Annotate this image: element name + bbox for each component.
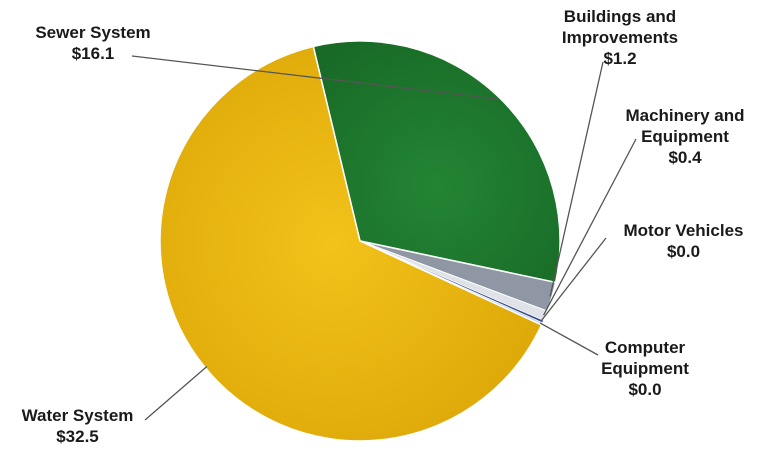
slice-value-text: $16.1 bbox=[71, 44, 115, 63]
leader-line-water-system bbox=[144, 366, 208, 421]
slice-label-machinery-and-equipment: Machinery and Equipment $0.4 bbox=[610, 105, 760, 168]
slice-label-text: Buildings and bbox=[563, 7, 677, 26]
slice-value-text: $0.4 bbox=[668, 148, 702, 167]
leader-line-machinery-and-equipment bbox=[543, 138, 637, 316]
pie-slice-sewer-system bbox=[312, 40, 561, 284]
slice-label-text: Water System bbox=[21, 406, 134, 425]
slice-label-text: Machinery and bbox=[625, 106, 745, 125]
slice-value-text: $0.0 bbox=[666, 242, 701, 261]
leader-line-buildings-and-improvements bbox=[549, 61, 604, 297]
leader-line-computer-equipment bbox=[539, 322, 599, 356]
slice-label-text: Computer bbox=[604, 338, 686, 357]
slice-label-text: Motor Vehicles bbox=[623, 221, 744, 240]
slice-label-computer-equipment: Computer Equipment $0.0 bbox=[585, 337, 705, 400]
slice-label-buildings-and-improvements: Buildings and Improvements $1.2 bbox=[545, 6, 695, 69]
slice-label-text: Improvements bbox=[561, 28, 679, 47]
slice-label-water-system: Water System $32.5 bbox=[0, 405, 155, 447]
slice-label-motor-vehicles: Motor Vehicles $0.0 bbox=[606, 220, 761, 262]
slice-label-text: Equipment bbox=[641, 127, 729, 146]
leader-line-motor-vehicles bbox=[540, 237, 607, 322]
leader-line-sewer-system bbox=[131, 55, 499, 100]
slice-value-text: $0.0 bbox=[628, 380, 662, 399]
slice-label-text: Sewer System bbox=[35, 23, 151, 42]
slice-value-text: $32.5 bbox=[56, 427, 99, 446]
slice-label-text: Equipment bbox=[601, 359, 689, 378]
slice-value-text: $1.2 bbox=[603, 49, 637, 68]
slice-label-sewer-system: Sewer System $16.1 bbox=[8, 22, 178, 64]
